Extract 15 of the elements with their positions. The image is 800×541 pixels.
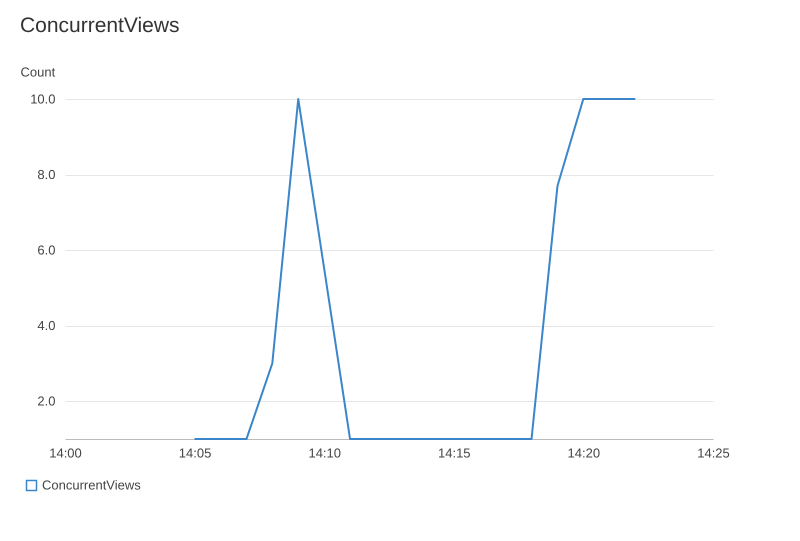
x-tick-label: 14:25	[697, 446, 730, 460]
x-tick-label: 14:20	[568, 446, 600, 460]
y-tick-label: 6.0	[37, 242, 56, 258]
y-tick-label: 8.0	[37, 167, 56, 182]
x-tick-label: 14:15	[438, 446, 471, 460]
y-tick-label: 2.0	[37, 394, 56, 409]
y-axis-title: Count	[20, 64, 56, 80]
y-tick-label: 4.0	[37, 318, 56, 334]
legend-label: ConcurrentViews	[42, 478, 142, 492]
y-tick-label: 10.0	[30, 92, 56, 106]
chart-title: ConcurrentViews	[20, 14, 180, 37]
x-tick-label: 14:05	[178, 446, 212, 460]
line-series	[194, 98, 636, 440]
x-tick-label: 14:10	[308, 446, 342, 460]
x-tick-label: 14:00	[49, 446, 82, 460]
